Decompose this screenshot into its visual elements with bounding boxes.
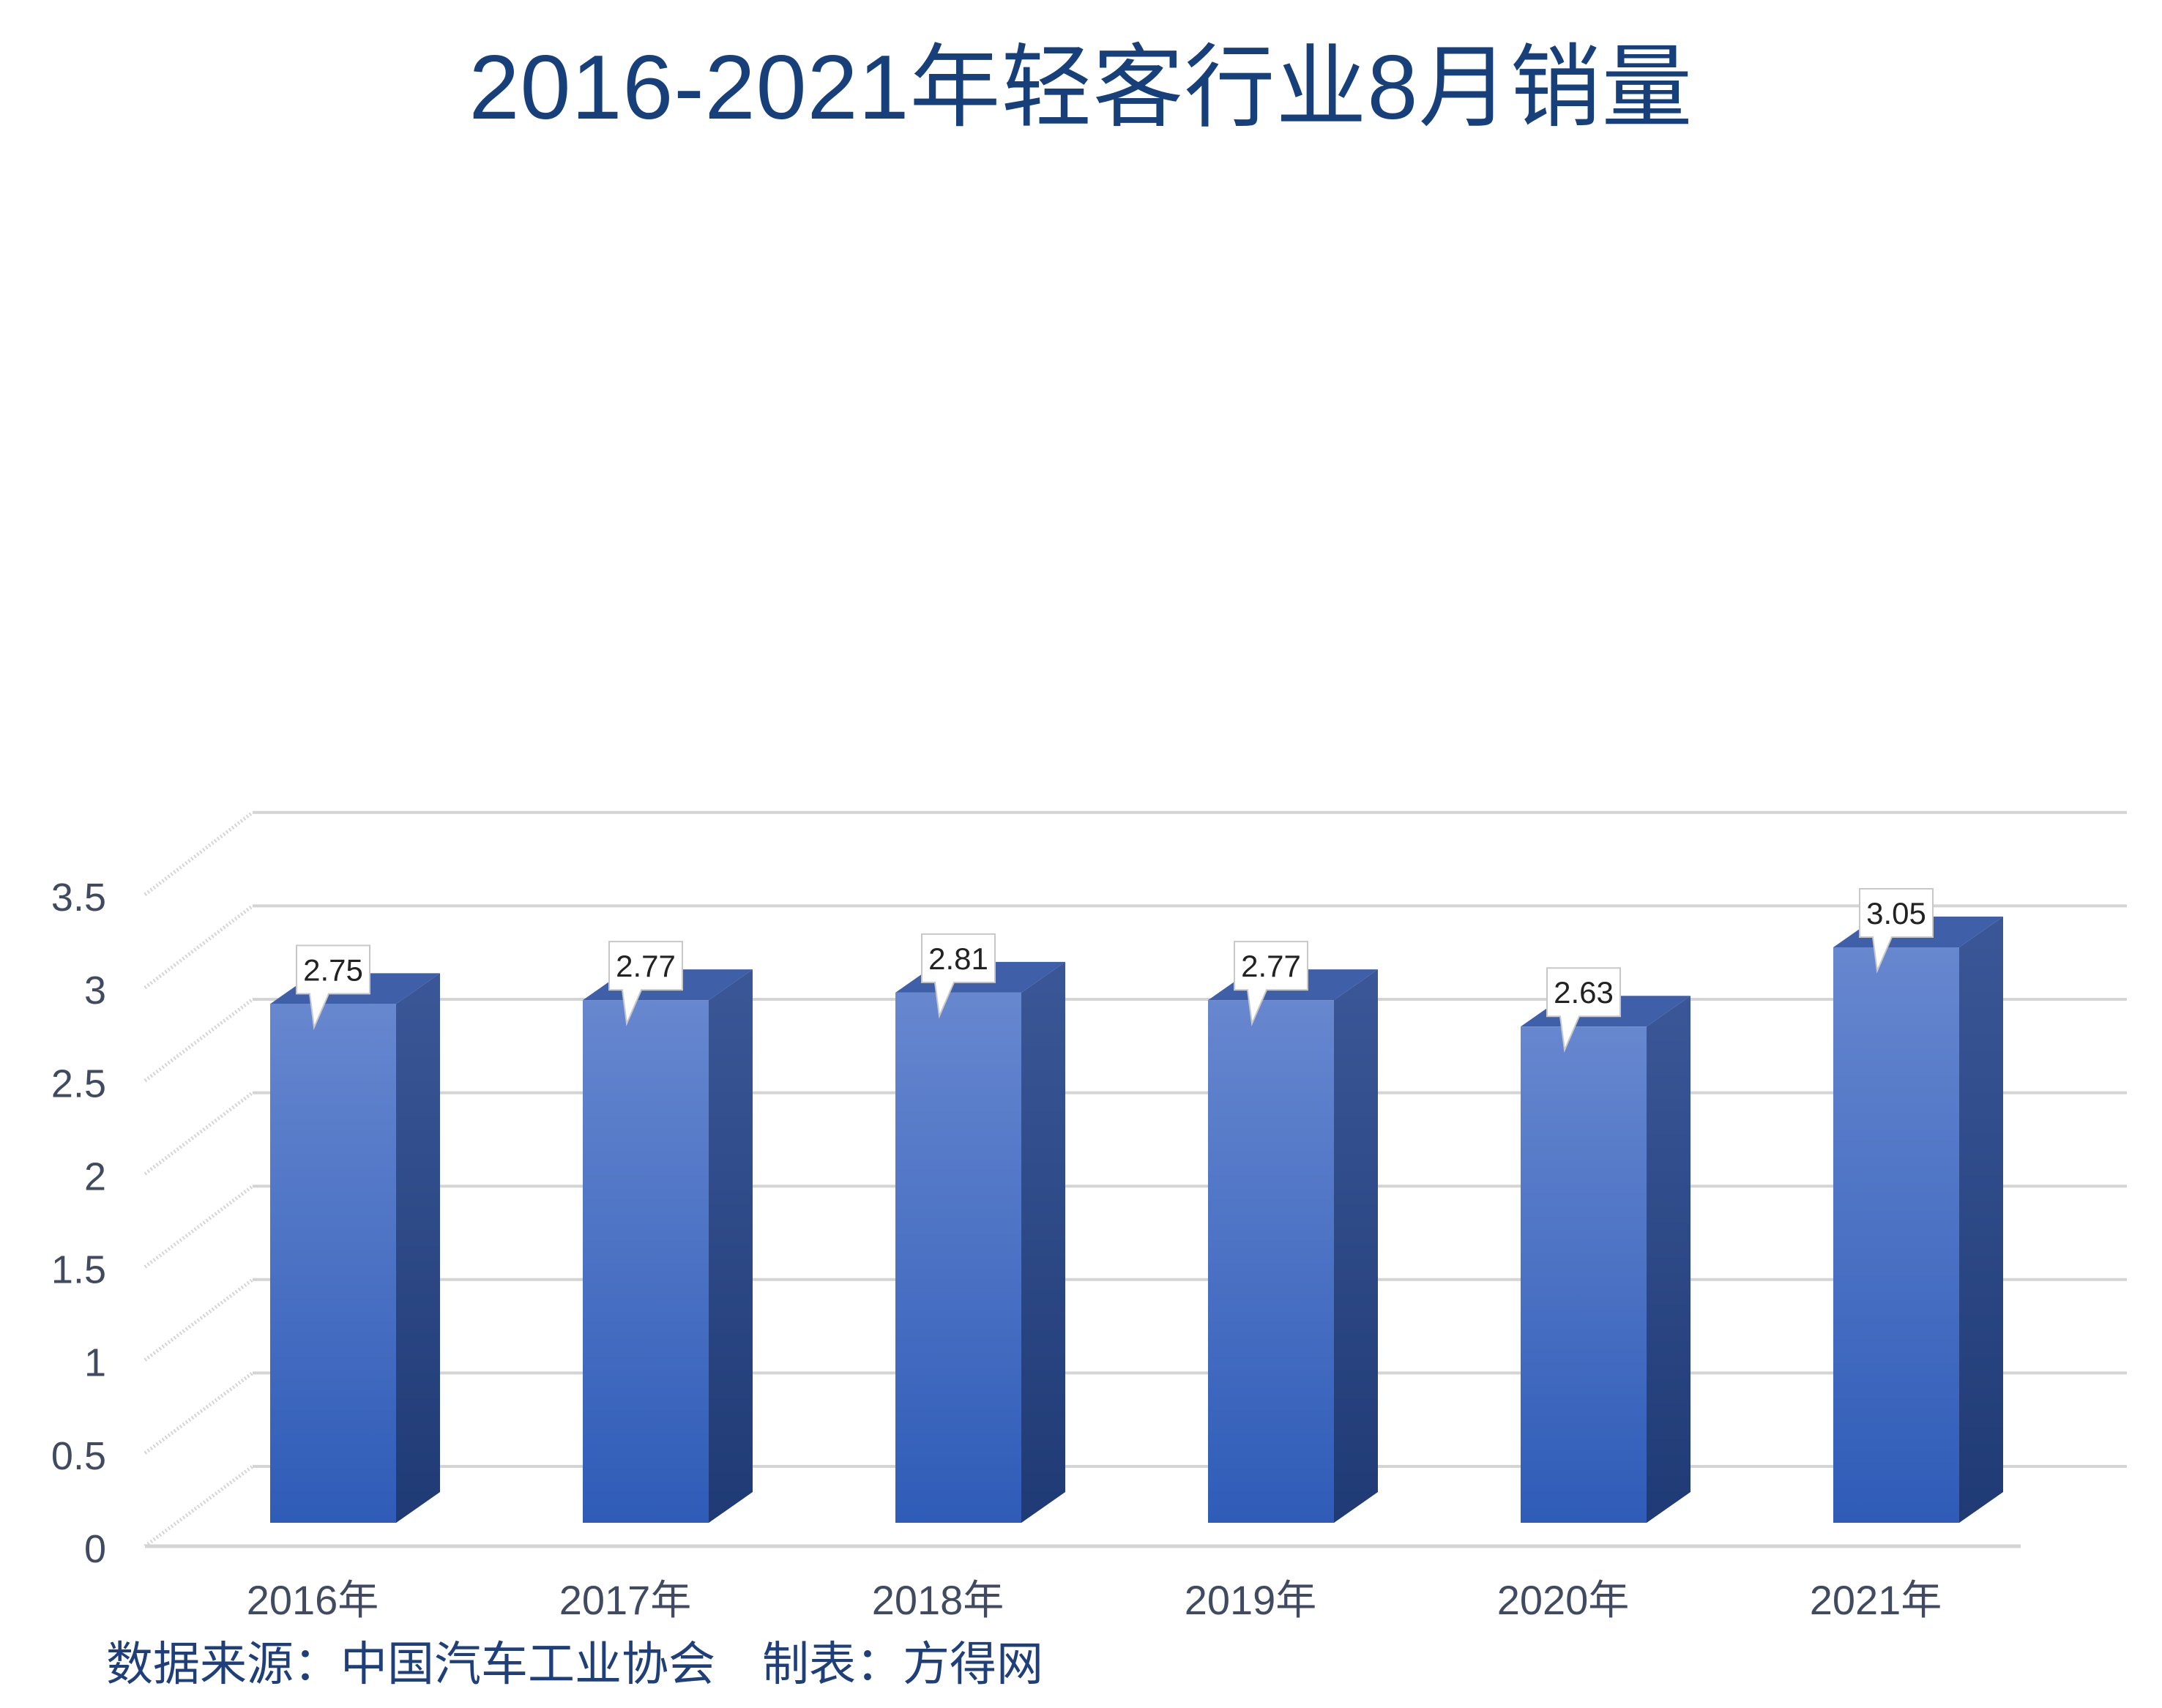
- gridline-side: [143, 1091, 254, 1176]
- x-axis: 2016年 2017年 2018年 2019年 2020年 2021年: [247, 1577, 1942, 1623]
- gridline-side: [143, 1185, 254, 1269]
- data-label-text: 2.81: [928, 941, 988, 976]
- bar-side: [1959, 917, 2003, 1523]
- y-tick-label: 2: [84, 1155, 106, 1198]
- bars: [270, 917, 2003, 1523]
- y-tick-label: 1: [84, 1341, 106, 1385]
- bar: [1208, 969, 1378, 1523]
- bar: [895, 961, 1065, 1523]
- chart-title: 2016-2021年轻客行业8月销量: [469, 37, 1693, 138]
- bar-front: [1521, 1026, 1647, 1523]
- bar: [1521, 996, 1691, 1523]
- data-label: 2.81: [921, 933, 996, 1019]
- y-tick-label: 3: [84, 969, 106, 1013]
- y-tick-label: 3.5: [51, 876, 106, 920]
- bar-front: [583, 1000, 709, 1523]
- data-label: 3.05: [1859, 888, 1934, 974]
- y-tick-label: 0.5: [51, 1434, 106, 1478]
- x-tick-label: 2016年: [247, 1577, 379, 1623]
- gridline-side: [143, 998, 254, 1083]
- y-tick-label: 0: [84, 1527, 106, 1571]
- x-tick-label: 2017年: [559, 1577, 692, 1623]
- bar: [1833, 917, 2003, 1523]
- source-note: 数据来源：中国汽车工业协会 制表：方得网: [106, 1638, 1043, 1692]
- data-label-text: 2.77: [1241, 949, 1301, 983]
- data-labels: 2.75 2.77 2.81 2.77 2.63 3.05: [296, 888, 1934, 1053]
- bar-side: [709, 969, 753, 1523]
- gridline-side: [143, 810, 254, 896]
- data-label: 2.75: [296, 944, 370, 1031]
- data-label-text: 3.05: [1866, 896, 1926, 931]
- bar-front: [1208, 1000, 1334, 1523]
- y-tick-label: 2.5: [51, 1062, 106, 1105]
- bar: [583, 969, 753, 1523]
- bar-front: [270, 1004, 396, 1523]
- gridline-side: [143, 904, 254, 990]
- data-label: 2.77: [608, 941, 683, 1026]
- bar-front: [1833, 947, 1959, 1523]
- bar-side: [1334, 969, 1378, 1523]
- x-tick-label: 2021年: [1810, 1577, 1942, 1623]
- gridline-side: [143, 1371, 254, 1455]
- gridline-side: [143, 1278, 254, 1362]
- gridlines: [143, 810, 2127, 1548]
- data-label: 2.63: [1546, 967, 1621, 1053]
- y-axis: 0 0.5 1 1.5 2 2.5 3 3.5: [51, 876, 106, 1571]
- data-label-text: 2.77: [616, 949, 676, 983]
- bar: [270, 973, 440, 1523]
- y-tick-label: 1.5: [51, 1248, 106, 1292]
- x-tick-label: 2018年: [872, 1577, 1004, 1623]
- bar-front: [895, 992, 1021, 1523]
- x-tick-label: 2020年: [1497, 1577, 1630, 1623]
- bar-side: [1021, 961, 1065, 1523]
- gridline-side: [143, 1464, 254, 1548]
- x-tick-label: 2019年: [1185, 1577, 1317, 1623]
- bar-side: [1647, 996, 1691, 1523]
- data-label-text: 2.75: [303, 952, 363, 987]
- data-label-text: 2.63: [1554, 975, 1614, 1010]
- bar-side: [396, 973, 440, 1523]
- data-label: 2.77: [1234, 941, 1308, 1026]
